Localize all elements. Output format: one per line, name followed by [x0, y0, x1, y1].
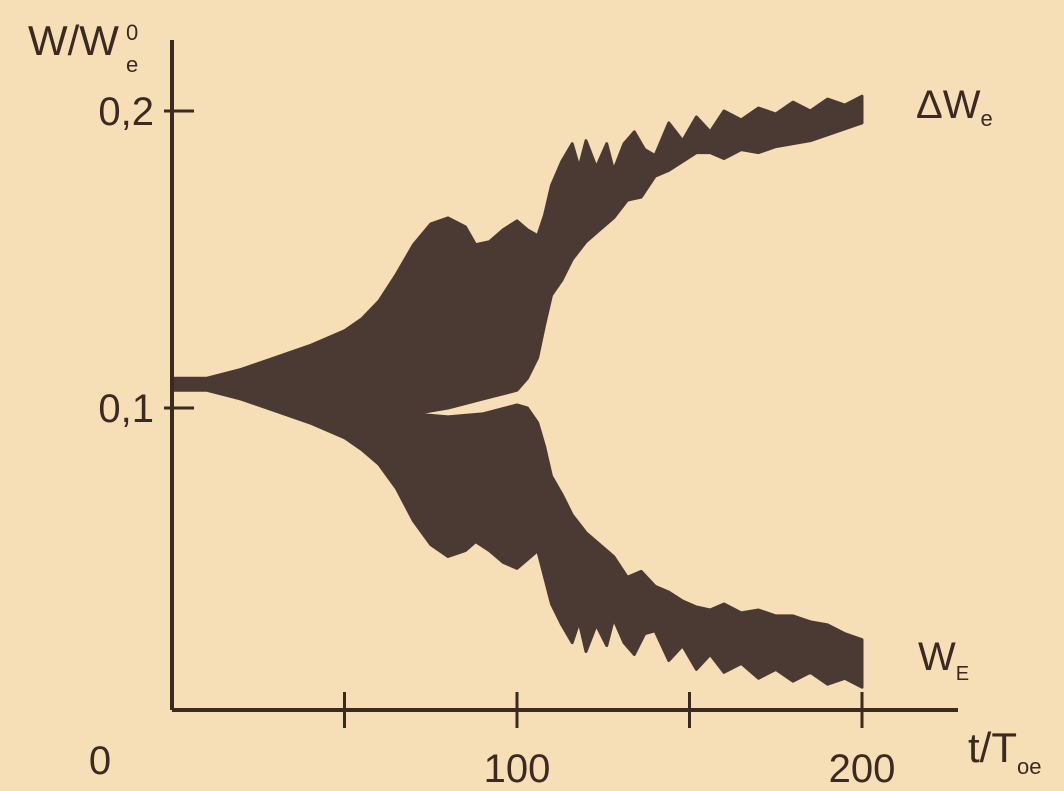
x-tick-label-100: 100 — [484, 747, 551, 786]
y-axis-label: W/W — [28, 17, 119, 64]
series-label-delta-we: ΔWe — [916, 83, 993, 131]
y-tick-label-0-2: 0,2 — [98, 90, 154, 134]
series-band-we — [170, 382, 864, 689]
y-axis-label-superscript: 0 — [126, 20, 138, 45]
x-tick-label-200: 200 — [829, 747, 896, 786]
y-tick-label-0-1: 0,1 — [98, 387, 154, 431]
series-label-we: WE — [918, 635, 969, 685]
origin-label: 0 — [89, 739, 111, 783]
series-band-delta-we — [170, 94, 864, 416]
y-axis-label-subscript: e — [126, 52, 138, 77]
x-axis-label: t/Toe — [968, 724, 1041, 779]
